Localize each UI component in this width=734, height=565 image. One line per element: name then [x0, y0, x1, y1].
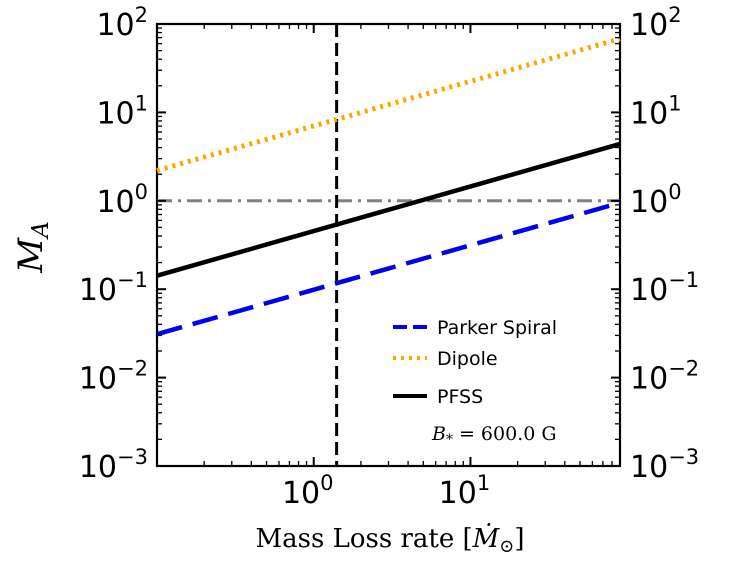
y-tick-label-right: 10−2 — [630, 357, 699, 397]
legend-label-dipole: Dipole — [437, 348, 498, 370]
series-line-dipole — [156, 36, 621, 173]
y-tick-label-right: 100 — [630, 180, 682, 220]
x-tick-label: 101 — [439, 471, 491, 511]
legend-label-pfss: PFSS — [437, 386, 483, 408]
y-tick-label-left: 10−2 — [79, 357, 148, 397]
series-line-parker-spiral — [156, 200, 621, 337]
y-tick-label-left: 102 — [96, 3, 148, 43]
legend-note-b-star: B* = 600.0 G — [431, 423, 557, 448]
y-tick-label-right: 102 — [630, 3, 682, 43]
series-line-pfss — [156, 141, 621, 278]
y-tick-label-right: 101 — [630, 91, 682, 131]
y-tick-label-left: 10−3 — [79, 445, 148, 485]
legend: Parker Spiral Dipole PFSS B* = 600.0 G — [393, 317, 557, 448]
x-tick-label: 100 — [282, 471, 334, 511]
legend-label-parker-spiral: Parker Spiral — [437, 317, 557, 339]
y-axis-label: MA — [11, 221, 54, 273]
x-axis-label: Mass Loss rate [Ṁ⊙] — [256, 523, 525, 557]
y-tick-label-right: 10−3 — [630, 445, 699, 485]
plot-frame — [155, 22, 622, 468]
y-tick-label-left: 10−1 — [79, 268, 148, 308]
y-tick-label-left: 101 — [96, 91, 148, 131]
y-tick-label-right: 10−1 — [630, 268, 699, 308]
y-tick-label-left: 100 — [96, 180, 148, 220]
